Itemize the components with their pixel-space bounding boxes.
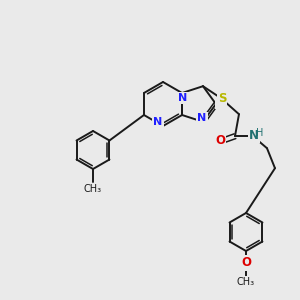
Text: N: N <box>249 129 259 142</box>
Text: N: N <box>197 113 207 123</box>
Text: CH₃: CH₃ <box>84 184 102 194</box>
Text: S: S <box>218 92 226 105</box>
Text: N: N <box>178 93 188 103</box>
Text: CH₃: CH₃ <box>237 277 255 287</box>
Text: O: O <box>215 134 225 147</box>
Text: N: N <box>216 98 226 108</box>
Text: O: O <box>241 256 251 269</box>
Text: H: H <box>256 128 264 138</box>
Text: N: N <box>153 117 163 127</box>
